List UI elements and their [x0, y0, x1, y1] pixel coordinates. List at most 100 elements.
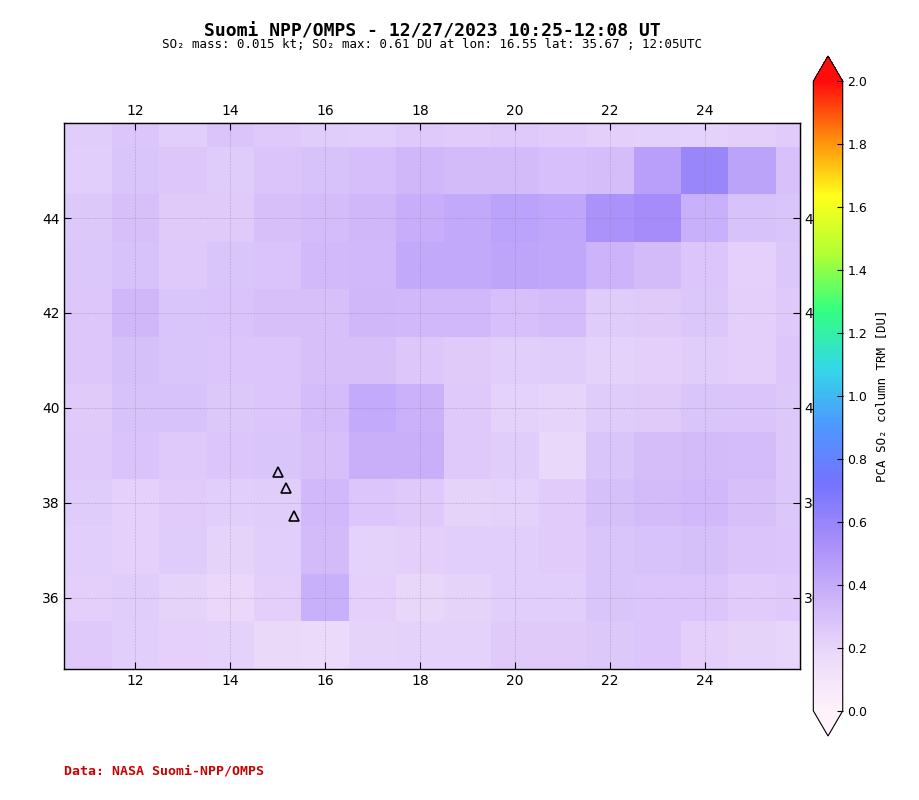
Bar [64, 479, 112, 526]
Bar [64, 99, 112, 147]
Bar [349, 431, 396, 479]
Bar [349, 622, 396, 669]
Bar [64, 431, 112, 479]
Bar [586, 431, 633, 479]
Bar [159, 526, 207, 574]
Bar [729, 526, 776, 574]
Bar [729, 290, 776, 337]
Bar [681, 242, 729, 290]
Bar [586, 574, 633, 622]
Bar [776, 384, 823, 431]
Bar [586, 290, 633, 337]
Bar [633, 431, 681, 479]
Bar [633, 337, 681, 384]
Bar [349, 384, 396, 431]
Bar [776, 290, 823, 337]
Bar [301, 194, 349, 242]
Bar [681, 384, 729, 431]
Bar [492, 574, 539, 622]
Bar [159, 479, 207, 526]
Bar [207, 99, 254, 147]
Bar [492, 337, 539, 384]
Bar [539, 384, 586, 431]
Bar [349, 479, 396, 526]
Bar [539, 479, 586, 526]
Bar [681, 99, 729, 147]
Bar [633, 479, 681, 526]
Bar [681, 431, 729, 479]
Bar [776, 194, 823, 242]
Bar [254, 479, 301, 526]
Bar [112, 431, 159, 479]
Bar [396, 384, 444, 431]
Bar [112, 384, 159, 431]
Bar [349, 337, 396, 384]
Bar [396, 337, 444, 384]
Bar [539, 526, 586, 574]
Bar [349, 147, 396, 194]
Bar [729, 574, 776, 622]
Bar [539, 622, 586, 669]
Bar [586, 384, 633, 431]
Bar [396, 431, 444, 479]
Bar [729, 431, 776, 479]
Bar [349, 194, 396, 242]
Text: Suomi NPP/OMPS - 12/27/2023 10:25-12:08 UT: Suomi NPP/OMPS - 12/27/2023 10:25-12:08 … [203, 22, 661, 40]
Bar [159, 384, 207, 431]
Bar [539, 194, 586, 242]
Bar [444, 194, 492, 242]
Bar [207, 526, 254, 574]
Bar [492, 242, 539, 290]
Bar [444, 384, 492, 431]
Bar [492, 431, 539, 479]
Bar [112, 337, 159, 384]
Bar [396, 194, 444, 242]
Bar [301, 622, 349, 669]
Bar [207, 574, 254, 622]
Bar [681, 290, 729, 337]
Bar [64, 384, 112, 431]
Bar [207, 194, 254, 242]
Bar [444, 622, 492, 669]
Bar [396, 242, 444, 290]
Bar [64, 147, 112, 194]
Bar [301, 337, 349, 384]
Bar [207, 242, 254, 290]
Bar [492, 194, 539, 242]
Bar [776, 337, 823, 384]
Bar [633, 242, 681, 290]
Bar [681, 574, 729, 622]
Bar [207, 622, 254, 669]
Bar [301, 147, 349, 194]
Bar [349, 99, 396, 147]
Bar [539, 147, 586, 194]
Bar [492, 479, 539, 526]
Bar [159, 99, 207, 147]
Bar [729, 337, 776, 384]
Bar [396, 526, 444, 574]
Bar [301, 431, 349, 479]
Bar [112, 622, 159, 669]
Bar [776, 574, 823, 622]
Bar [64, 622, 112, 669]
Bar [207, 290, 254, 337]
Bar [539, 242, 586, 290]
Bar [776, 526, 823, 574]
Bar [159, 574, 207, 622]
Text: SO₂ mass: 0.015 kt; SO₂ max: 0.61 DU at lon: 16.55 lat: 35.67 ; 12:05UTC: SO₂ mass: 0.015 kt; SO₂ max: 0.61 DU at … [162, 38, 702, 51]
Bar [729, 147, 776, 194]
Bar [539, 574, 586, 622]
Bar [633, 194, 681, 242]
Bar [729, 384, 776, 431]
Bar [112, 290, 159, 337]
Bar [776, 99, 823, 147]
Bar [112, 479, 159, 526]
Bar [444, 526, 492, 574]
Bar [776, 242, 823, 290]
Bar [492, 384, 539, 431]
Bar [301, 574, 349, 622]
Bar [112, 574, 159, 622]
Bar [254, 574, 301, 622]
Bar [396, 479, 444, 526]
Bar [633, 574, 681, 622]
